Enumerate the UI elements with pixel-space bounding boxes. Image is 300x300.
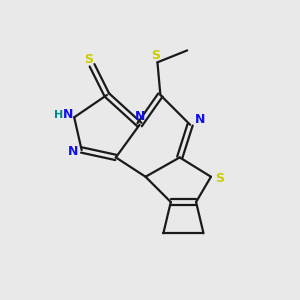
Text: N: N xyxy=(194,113,205,126)
Text: N: N xyxy=(134,110,145,123)
Text: S: S xyxy=(84,53,93,66)
Text: N: N xyxy=(63,108,74,122)
Text: S: S xyxy=(152,49,160,62)
Text: H: H xyxy=(54,110,63,120)
Text: S: S xyxy=(215,172,224,185)
Text: N: N xyxy=(68,145,78,158)
